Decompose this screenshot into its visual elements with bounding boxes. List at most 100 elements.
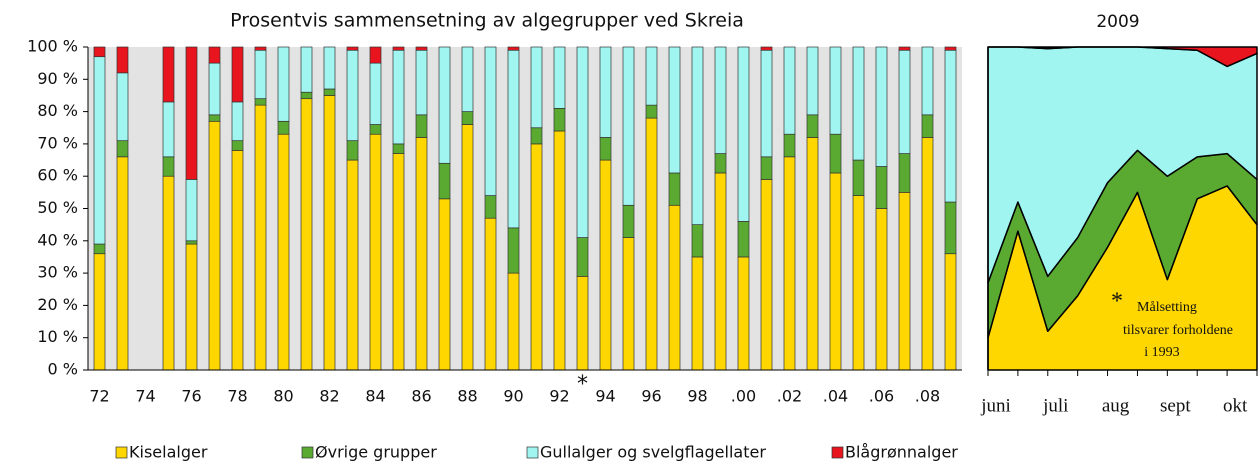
annotation: i 1993	[1144, 345, 1179, 360]
bar-segment	[553, 46, 566, 109]
y-tick-label: 50 %	[37, 198, 78, 217]
bar-segment	[369, 46, 382, 64]
x-tick-label: aug	[1102, 395, 1130, 416]
annotation: Målsetting	[1137, 300, 1197, 315]
bar-segment	[93, 46, 106, 58]
bar-segment	[760, 49, 773, 158]
bar-segment	[346, 46, 359, 51]
bar-segment	[254, 49, 267, 100]
bar-segment	[507, 272, 520, 371]
area	[987, 46, 1258, 68]
bar-segment	[300, 98, 313, 371]
y-tick-label: 90 %	[37, 69, 78, 88]
y-tick-label: 100 %	[27, 37, 78, 56]
bar-segment	[438, 198, 451, 371]
bar-segment	[415, 46, 428, 51]
bar-segment	[599, 137, 612, 161]
annotation: tilsvarer forholdene	[1123, 323, 1233, 338]
bar-segment	[898, 153, 911, 193]
bar-segment	[93, 243, 106, 255]
bar-segment	[415, 137, 428, 371]
bar-segment	[599, 159, 612, 371]
bar-segment	[162, 101, 175, 158]
bar-segment	[254, 98, 267, 106]
y-tick-label: 0 %	[48, 360, 78, 379]
bar-segment	[944, 46, 957, 51]
bar-segment	[622, 46, 635, 206]
x-tick-label: 78	[227, 387, 247, 406]
x-tick-label: 74	[135, 387, 155, 406]
bar-segment	[392, 153, 405, 371]
bar-segment	[507, 49, 520, 229]
bar-segment	[415, 114, 428, 138]
bar-segment	[185, 240, 198, 245]
bar-segment	[714, 172, 727, 371]
bar-segment	[783, 133, 796, 158]
bar-segment	[346, 140, 359, 161]
bar-segment	[438, 162, 451, 200]
bar-segment	[323, 46, 336, 90]
bar-segment	[392, 143, 405, 154]
bar-segment	[277, 120, 290, 135]
x-tick-label: okt	[1223, 395, 1248, 416]
bar-segment	[645, 117, 658, 371]
bar-segment	[461, 46, 474, 112]
bar-segment	[369, 133, 382, 371]
bar-segment	[898, 46, 911, 51]
x-tick-label: .04	[823, 387, 848, 406]
bar-segment	[875, 208, 888, 371]
bar-segment	[484, 46, 497, 196]
bar-segment	[921, 46, 934, 116]
bar-segment	[553, 108, 566, 132]
bar-segment	[599, 46, 612, 138]
x-tick-label: 96	[641, 387, 661, 406]
bar-segment	[737, 46, 750, 222]
x-tick-label: juni	[980, 395, 1011, 416]
bar-segment	[162, 175, 175, 371]
bar-segment	[116, 156, 129, 371]
x-tick-label: 98	[687, 387, 707, 406]
bar-segment	[323, 95, 336, 371]
bar-segment	[369, 124, 382, 135]
x-tick-label: 94	[595, 387, 615, 406]
bar-segment	[507, 46, 520, 51]
bar-segment	[231, 140, 244, 151]
bar-segment	[484, 195, 497, 219]
annotation: *	[1111, 289, 1123, 315]
bar-segment	[162, 156, 175, 177]
x-tick-label: 80	[273, 387, 293, 406]
bar-segment	[806, 46, 819, 116]
x-tick-label: .08	[915, 387, 940, 406]
bar-segment	[622, 204, 635, 238]
x-tick-label: 76	[181, 387, 201, 406]
y-tick-label: 70 %	[37, 133, 78, 152]
bar-segment	[760, 156, 773, 180]
legend-label: Øvrige grupper	[315, 443, 437, 462]
bar-segment	[461, 111, 474, 125]
x-tick-label: .02	[777, 387, 802, 406]
bar-segment	[185, 179, 198, 242]
bar-segment	[116, 140, 129, 158]
annotation: *	[577, 372, 588, 397]
bar-segment	[231, 46, 244, 103]
bar-segment	[208, 120, 221, 371]
bar-segment	[714, 46, 727, 154]
bar-segment	[323, 88, 336, 96]
bar-segment	[852, 159, 865, 196]
bar-segment	[231, 150, 244, 371]
x-tick-label: 88	[457, 387, 477, 406]
legend-label: Kiselalger	[129, 443, 208, 462]
bar-segment	[116, 72, 129, 142]
bar-segment	[300, 46, 313, 93]
bar-segment	[645, 46, 658, 106]
x-tick-label: .06	[869, 387, 894, 406]
bar-segment	[277, 133, 290, 371]
bar-segment	[622, 237, 635, 371]
bar-segment	[783, 156, 796, 371]
chart-title: 2009	[1096, 12, 1139, 32]
x-tick-label: 82	[319, 387, 339, 406]
bar-segment	[185, 46, 198, 180]
bar-segment	[254, 46, 267, 51]
